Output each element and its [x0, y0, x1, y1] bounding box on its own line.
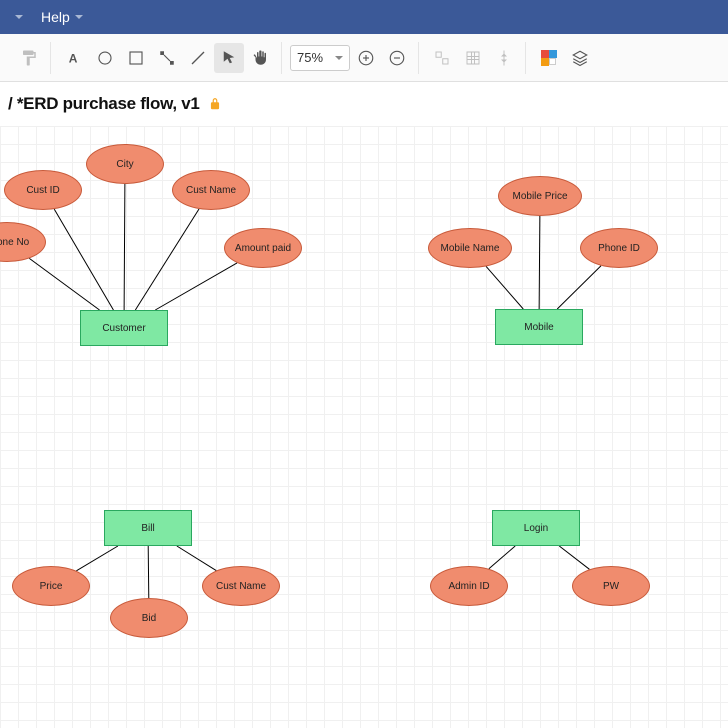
connector-icon	[158, 49, 176, 67]
attribute-phone_id[interactable]: Phone ID	[580, 228, 658, 268]
title-prefix: / *	[8, 94, 23, 114]
attribute-cust_name2[interactable]: Cust Name	[202, 566, 280, 606]
pointer-tool-button[interactable]	[214, 43, 244, 73]
text-tool-button[interactable]: A	[59, 43, 89, 73]
pointer-icon	[220, 49, 238, 67]
zoom-select[interactable]: 75%	[290, 45, 350, 71]
line-tool-button[interactable]	[183, 43, 213, 73]
zoom-out-button[interactable]	[382, 43, 412, 73]
fill-color-button[interactable]	[534, 43, 564, 73]
entity-bill[interactable]: Bill	[104, 510, 192, 546]
edge	[559, 546, 589, 569]
edge	[29, 258, 99, 310]
chevron-down-icon	[75, 15, 83, 19]
edge	[489, 546, 515, 569]
attribute-admin_id[interactable]: Admin ID	[430, 566, 508, 606]
rect-tool-button[interactable]	[121, 43, 151, 73]
guide-icon	[495, 49, 513, 67]
ellipse-tool-button[interactable]	[90, 43, 120, 73]
text-icon: A	[65, 49, 83, 67]
square-icon	[127, 49, 145, 67]
document-title: ERD purchase flow, v1	[23, 94, 199, 114]
attribute-mobile_name[interactable]: Mobile Name	[428, 228, 512, 268]
attribute-price[interactable]: Price	[12, 566, 90, 606]
line-icon	[189, 49, 207, 67]
attribute-cust_name[interactable]: Cust Name	[172, 170, 250, 210]
attribute-city[interactable]: City	[86, 144, 164, 184]
snap-to-object-button	[427, 43, 457, 73]
edge	[76, 546, 118, 571]
attribute-phone_no[interactable]: Phone No	[0, 222, 46, 262]
svg-text:A: A	[69, 51, 78, 65]
edge	[539, 216, 540, 309]
edge	[155, 263, 237, 310]
layers-button[interactable]	[565, 43, 595, 73]
attribute-cust_id[interactable]: Cust ID	[4, 170, 82, 210]
menu-help[interactable]: Help	[37, 9, 87, 25]
attribute-bid[interactable]: Bid	[110, 598, 188, 638]
edge	[148, 546, 149, 598]
paint-format-button	[14, 43, 44, 73]
edge	[124, 184, 125, 310]
circle-icon	[96, 49, 114, 67]
zoom-out-icon	[388, 49, 406, 67]
hand-icon	[251, 49, 269, 67]
attribute-mobile_price[interactable]: Mobile Price	[498, 176, 582, 216]
layers-icon	[571, 49, 589, 67]
zoom-in-icon	[357, 49, 375, 67]
snap-to-guide-button	[489, 43, 519, 73]
color-swatch-icon	[541, 50, 557, 66]
edges-layer	[0, 126, 728, 728]
toolbar: A 75%	[0, 34, 728, 82]
menu-help-label: Help	[41, 9, 70, 25]
diagram-canvas[interactable]: Customer Mobile Bill Login Phone No Cust IDCi…	[0, 126, 728, 728]
zoom-value: 75%	[297, 50, 323, 65]
entity-login[interactable]: Login	[492, 510, 580, 546]
chevron-down-icon	[335, 56, 343, 60]
snap-object-icon	[433, 49, 451, 67]
pan-tool-button[interactable]	[245, 43, 275, 73]
edge	[486, 266, 523, 309]
paint-format-icon	[20, 49, 38, 67]
menubar: Help	[0, 0, 728, 34]
connector-tool-button[interactable]	[152, 43, 182, 73]
edge	[177, 546, 216, 571]
entity-customer[interactable]: Customer	[80, 310, 168, 346]
attribute-amount_paid[interactable]: Amount paid	[224, 228, 302, 268]
grid-icon	[464, 49, 482, 67]
zoom-in-button[interactable]	[351, 43, 381, 73]
edge	[54, 209, 113, 310]
edge	[135, 209, 199, 310]
snap-to-grid-button	[458, 43, 488, 73]
lock-icon	[208, 97, 222, 111]
chevron-down-icon	[15, 15, 23, 19]
entity-mobile[interactable]: Mobile	[495, 309, 583, 345]
document-title-row: / * ERD purchase flow, v1	[0, 82, 728, 126]
attribute-pw[interactable]: PW	[572, 566, 650, 606]
edge	[557, 266, 601, 309]
